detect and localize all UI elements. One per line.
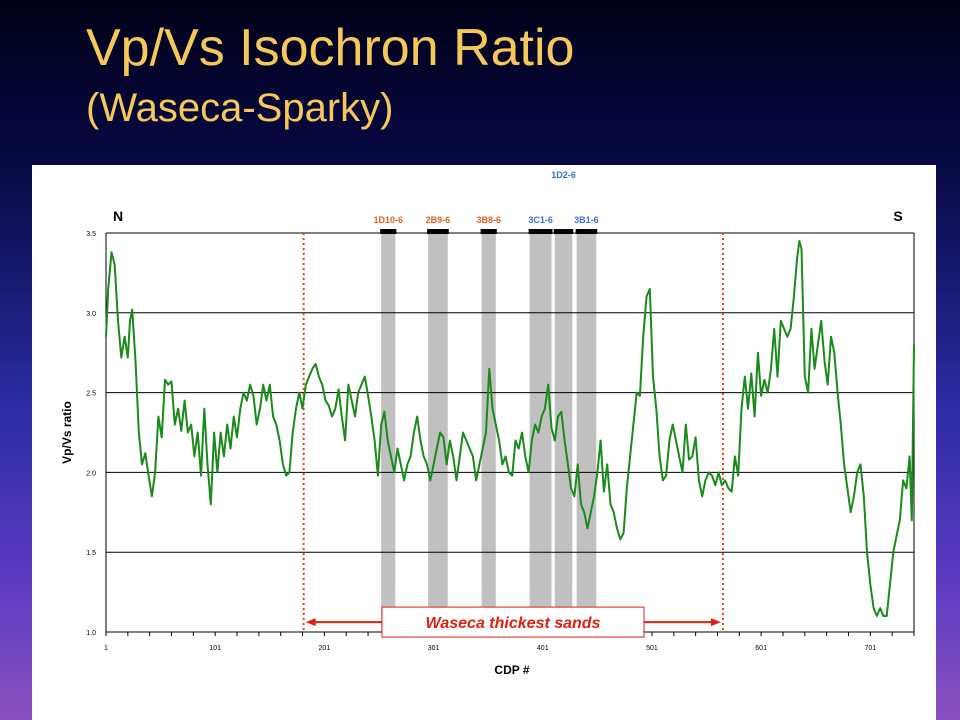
x-tick-label: 101 <box>209 645 221 652</box>
x-axis-label: CDP # <box>494 663 529 677</box>
y-tick-label: 3.0 <box>86 311 96 318</box>
y-tick-label: 1.5 <box>86 550 96 557</box>
well-band <box>428 233 448 632</box>
well-band-marker <box>427 229 449 234</box>
x-tick-label: 301 <box>428 645 440 652</box>
x-tick-label: 201 <box>319 645 331 652</box>
chart-panel: 1.0 1.5 2.0 2.5 3.0 3.5 1 101 201 301 401 501 601 701… <box>32 165 936 720</box>
annotation-arrowhead-right <box>710 618 721 627</box>
well-band-marker <box>575 229 598 234</box>
well-band-marker <box>528 229 553 234</box>
well-band-marker <box>480 229 497 234</box>
x-tick-label: 501 <box>646 645 658 652</box>
well-band <box>381 233 396 632</box>
well-band-label: 1D2-6 <box>551 170 576 180</box>
y-tick-label: 2.0 <box>86 470 96 477</box>
x-tick-label: 601 <box>755 645 767 652</box>
well-band <box>576 233 597 632</box>
well-band-marker <box>553 229 574 234</box>
y-axis-label: Vp/Vs ratio <box>60 401 74 464</box>
annotation-arrowhead-left <box>305 618 316 627</box>
well-band-label: 1D10-6 <box>373 215 403 225</box>
well-band-label: 2B9-6 <box>426 215 451 225</box>
well-band-label: 3C1-6 <box>528 215 553 225</box>
well-band-label: 3B8-6 <box>476 215 501 225</box>
direction-label-north: N <box>113 208 123 224</box>
y-tick-label: 1.0 <box>86 630 96 637</box>
slide-subtitle: (Waseca-Sparky) <box>86 86 394 130</box>
annotation-label: Waseca thickest sands <box>426 615 601 632</box>
x-tick-label: 701 <box>864 645 876 652</box>
vpvs-chart: 1.0 1.5 2.0 2.5 3.0 3.5 1 101 201 301 401 501 601 701… <box>60 170 915 677</box>
direction-label-south: S <box>893 208 902 224</box>
well-band-marker <box>380 229 397 234</box>
well-band <box>529 233 552 632</box>
well-band <box>481 233 496 632</box>
slide-title: Vp/Vs Isochron Ratio <box>86 19 575 77</box>
annotation-box <box>381 606 645 638</box>
well-band-label: 3B1-6 <box>574 215 599 225</box>
y-tick-label: 2.5 <box>86 391 96 398</box>
x-tick-label: 1 <box>104 645 108 652</box>
x-tick-label: 401 <box>537 645 549 652</box>
vpvs-series-line <box>105 240 915 617</box>
y-tick-label: 3.5 <box>86 231 96 238</box>
